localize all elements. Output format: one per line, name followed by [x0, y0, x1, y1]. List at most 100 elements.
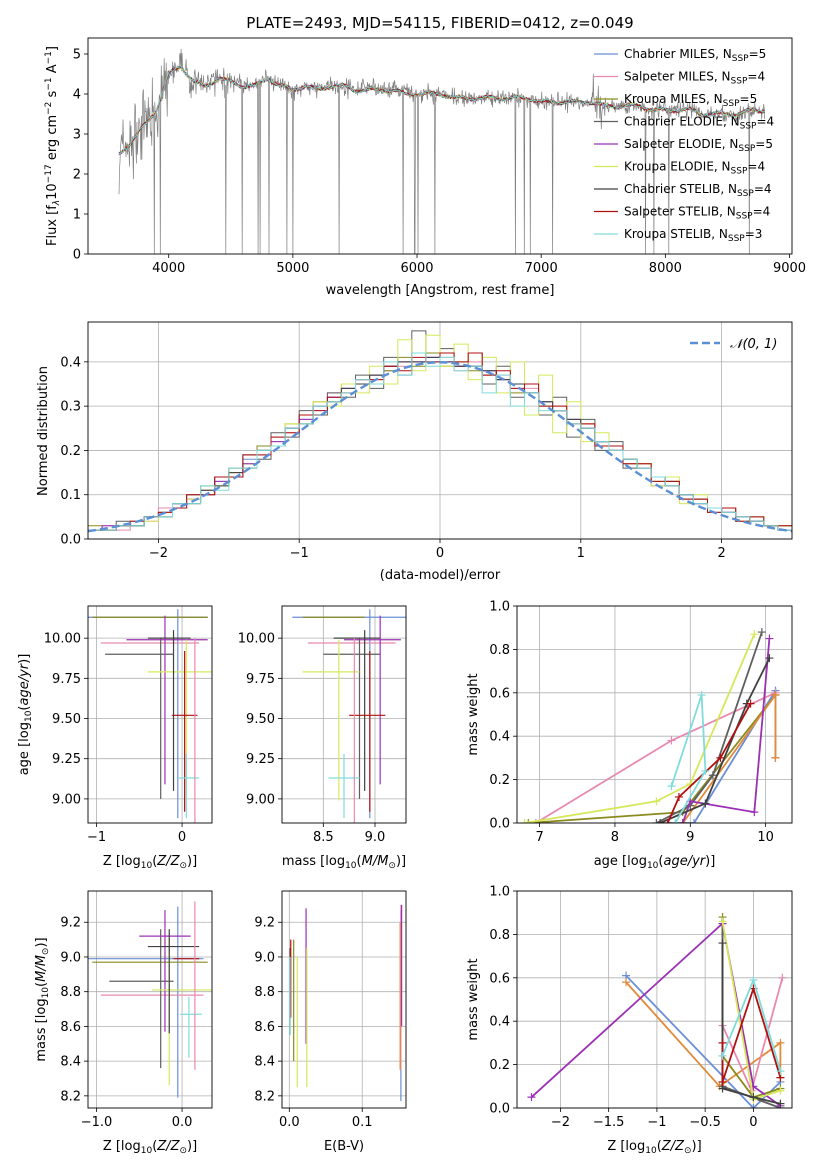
x-tick-label: 10	[757, 830, 774, 845]
plus-marker	[690, 819, 699, 823]
line-plot	[520, 628, 780, 823]
chart-title: PLATE=2493, MJD=54115, FIBERID=0412, z=0…	[246, 14, 633, 32]
x-axis-label: Z [log10(Z/Z⊙)]	[103, 854, 197, 871]
errorbar-plot	[88, 901, 212, 1098]
x-tick-label: 1	[577, 546, 585, 561]
y-tick-label: 0.0	[60, 533, 81, 548]
x-tick-label: 7	[535, 830, 543, 845]
axes-6	[278, 891, 406, 1112]
y-tick-label: 0.0	[489, 817, 510, 832]
plus-marker	[750, 630, 759, 639]
legend-label: Salpeter ELODIE, NSSP=5	[624, 137, 773, 154]
y-tick-label: 10.00	[238, 632, 275, 647]
plus-marker	[776, 1099, 785, 1108]
x-tick-label: 0.0	[279, 1115, 300, 1130]
plus-marker	[757, 628, 766, 637]
legend-label: Salpeter STELIB, NSSP=4	[624, 205, 770, 222]
model-spectrum-line	[118, 65, 765, 155]
errorbar-plot	[292, 609, 406, 823]
plus-marker	[771, 690, 780, 699]
x-tick-label: −2	[551, 1115, 570, 1130]
x-axis-label: mass [log10(M/M⊙)]	[282, 854, 406, 871]
x-axis-label: Z [log10(Z/Z⊙)]	[103, 1139, 197, 1156]
x-tick-label: 0	[749, 1115, 757, 1130]
y-tick-label: 0.0	[489, 1102, 510, 1117]
plus-marker	[652, 797, 661, 806]
plus-marker	[622, 978, 631, 987]
x-tick-label: 9000	[773, 261, 806, 276]
mass-weight-line	[528, 694, 777, 823]
spectrum-plot	[118, 48, 766, 254]
y-tick-label: 9.25	[52, 752, 81, 767]
y-tick-label: 1.0	[489, 600, 510, 615]
x-tick-label: 9.0	[365, 830, 386, 845]
plus-marker	[771, 753, 780, 762]
x-tick-label: 8	[611, 830, 619, 845]
axes-frame	[87, 37, 793, 255]
x-tick-label: 0	[436, 546, 444, 561]
mass-weight-line	[666, 703, 752, 823]
x-tick-label: 8000	[649, 261, 682, 276]
axes-frame	[87, 605, 213, 824]
x-axis-label: wavelength [Angstrom, rest frame]	[326, 283, 555, 298]
y-tick-label: 2	[73, 168, 81, 183]
axes-frame	[87, 321, 793, 540]
x-tick-label: −0.5	[689, 1115, 721, 1130]
y-tick-label: 8.8	[254, 985, 275, 1000]
x-axis-label: (data-model)/error	[380, 568, 501, 583]
y-tick-label: 9.00	[246, 792, 275, 807]
y-axis-label: mass [log10(M/M⊙)]	[34, 937, 51, 1061]
y-axis-label: mass weight	[466, 958, 481, 1040]
x-tick-label: 0.0	[172, 1115, 193, 1130]
y-tick-label: 0	[73, 248, 81, 263]
y-tick-label: 3	[73, 128, 81, 143]
y-axis-label: mass weight	[466, 673, 481, 755]
y-tick-label: 9.50	[246, 712, 275, 727]
x-axis-label: age [log10(age/yr)]	[594, 854, 716, 871]
plus-marker	[746, 699, 755, 708]
x-tick-label: 7000	[525, 261, 558, 276]
y-tick-label: 0.6	[489, 686, 510, 701]
y-axis-label: Normed distribution	[36, 366, 51, 496]
axes-3	[278, 606, 406, 827]
y-tick-label: 8.6	[254, 1020, 275, 1035]
y-tick-label: 10.00	[44, 632, 81, 647]
y-tick-label: 8.2	[254, 1089, 275, 1104]
x-axis-label: Z [log10(Z/Z⊙)]	[607, 1139, 701, 1156]
x-tick-label: −1.5	[593, 1115, 625, 1130]
y-tick-label: 0.2	[489, 1058, 510, 1073]
x-tick-label: 0.1	[352, 1115, 373, 1130]
line-plot	[527, 913, 787, 1108]
plus-marker	[652, 819, 661, 823]
plus-marker	[701, 799, 710, 808]
mass-weight-line	[721, 985, 782, 1083]
legend-label: Chabrier ELODIE, NSSP=4	[624, 115, 774, 132]
plus-marker	[718, 917, 727, 926]
y-tick-label: 9.2	[60, 916, 81, 931]
x-tick-label: 2	[717, 546, 725, 561]
y-axis-label: age [log10(age/yr)]	[17, 654, 34, 776]
y-tick-label: 5	[73, 48, 81, 63]
y-tick-label: 9.00	[52, 792, 81, 807]
plus-marker	[697, 690, 706, 699]
plus-marker	[674, 792, 683, 801]
plus-marker	[778, 973, 787, 982]
x-axis-label: E(B-V)	[324, 1139, 364, 1154]
legend-label: Kroupa STELIB, NSSP=3	[624, 227, 762, 244]
legend-label: Chabrier STELIB, NSSP=4	[624, 182, 772, 199]
x-tick-label: −2	[149, 546, 168, 561]
plus-marker	[708, 771, 717, 780]
y-tick-label: 0.4	[489, 1015, 510, 1030]
plus-marker	[765, 634, 774, 643]
plus-marker	[776, 1038, 785, 1047]
y-tick-label: 9.75	[246, 672, 275, 687]
plus-marker	[718, 939, 727, 948]
axes-4	[513, 605, 792, 827]
mass-weight-line	[659, 657, 771, 823]
histogram-plot	[88, 330, 792, 539]
y-tick-label: 8.4	[60, 1055, 81, 1070]
plus-marker	[527, 1093, 536, 1102]
y-tick-label: 8.8	[60, 985, 81, 1000]
y-tick-label: 8.2	[60, 1089, 81, 1104]
